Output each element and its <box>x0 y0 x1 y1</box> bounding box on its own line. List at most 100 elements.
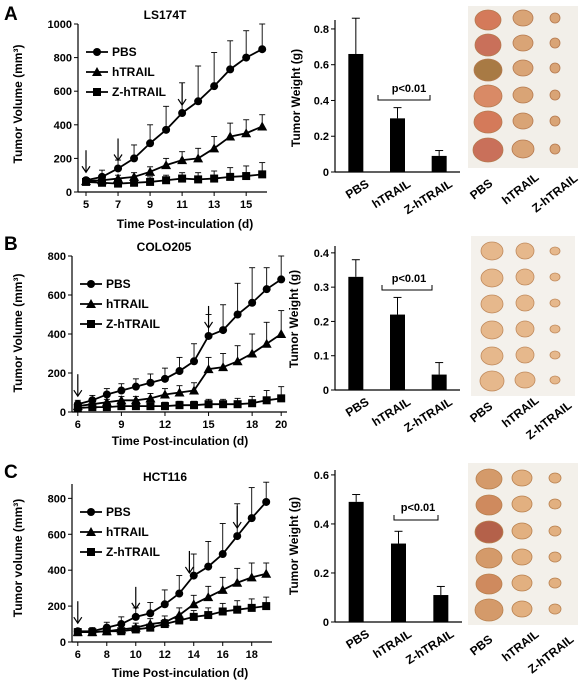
legend-b: PBS hTRAIL Z-hTRAIL <box>80 277 160 331</box>
y-tick-label-a-3: 600 <box>54 86 72 98</box>
legend-label-c-zhtrail: Z-hTRAIL <box>106 545 160 559</box>
photo-label-a-pbs: PBS <box>467 176 495 202</box>
y-tick-label-c-1: 200 <box>48 601 66 613</box>
treatment-arrow-head-c-3 <box>232 521 242 530</box>
point-c-zhtrail-6 <box>160 620 169 629</box>
point-c-pbs-12 <box>247 514 256 523</box>
point-c-htrail-8 <box>188 599 199 609</box>
point-b-htrail-7 <box>174 387 185 397</box>
x-tick-label-b-4: 18 <box>246 419 258 431</box>
y-tick-label-b-2: 400 <box>48 329 66 341</box>
bar-y-tick-label-a-4: 0.8 <box>314 24 329 36</box>
y-tick-label-b-4: 800 <box>48 251 66 263</box>
y-tick-label-a-2: 400 <box>54 120 72 132</box>
point-a-zhtrail-6 <box>178 174 187 183</box>
x-tick-label-c-0: 6 <box>75 649 81 661</box>
point-c-htrail-11 <box>232 577 243 587</box>
point-b-htrail-9 <box>203 364 214 374</box>
point-a-htrail-5 <box>161 160 172 170</box>
point-a-pbs-5 <box>162 125 171 134</box>
legend-marker-b-zhtrail <box>87 320 95 328</box>
panel-b: B COLO205 0 200 400 600 800 6 9 12 15 18 20 Time P… <box>4 234 575 448</box>
series-line-a-htrail <box>85 125 263 182</box>
x-tick-label-c-2: 10 <box>130 649 142 661</box>
point-a-htrail-11 <box>257 121 268 131</box>
point-b-zhtrail-11 <box>233 400 242 409</box>
point-a-htrail-6 <box>177 155 188 165</box>
bar-category-label-a-pbs: PBS <box>343 177 371 202</box>
bar-y-tick-label-a-3: 0.6 <box>314 60 329 72</box>
y-tick-label-a-0: 0 <box>66 187 72 199</box>
point-c-htrail-13 <box>261 568 272 578</box>
point-c-zhtrail-13 <box>262 602 271 611</box>
legend-marker-b-pbs <box>87 280 95 288</box>
point-a-zhtrail-7 <box>194 175 203 184</box>
point-b-zhtrail-8 <box>190 401 199 410</box>
point-c-zhtrail-10 <box>218 607 227 616</box>
y-tick-label-a-1: 200 <box>54 153 72 165</box>
point-b-zhtrail-0 <box>73 404 82 413</box>
point-a-htrail-7 <box>193 153 204 163</box>
point-b-pbs-4 <box>131 382 140 391</box>
point-c-zhtrail-0 <box>73 628 82 637</box>
bar-b-htrail <box>390 314 405 390</box>
x-axis-label-b: Time Post-inculation (d) <box>112 434 248 448</box>
point-b-pbs-5 <box>146 378 155 387</box>
x-tick-label-a-1: 7 <box>115 199 121 211</box>
point-b-zhtrail-9 <box>204 400 213 409</box>
pvalue-a: p<0.01 <box>392 83 427 95</box>
tumor-photo-b <box>471 236 575 396</box>
point-b-pbs-2 <box>102 390 111 399</box>
point-a-zhtrail-3 <box>130 178 139 187</box>
bar-y-tick-label-c-3: 0.6 <box>314 470 329 482</box>
x-tick-label-a-4: 13 <box>208 199 220 211</box>
point-a-pbs-9 <box>226 65 235 74</box>
x-axis-label-a: Time Post-inculation (d) <box>117 217 253 231</box>
point-b-pbs-8 <box>190 357 199 366</box>
point-b-htrail-4 <box>130 395 141 405</box>
bar-y-axis-label-a: Tumor Weight (g) <box>289 49 303 147</box>
point-c-zhtrail-5 <box>146 623 155 632</box>
treatment-arrow-head-c-2 <box>184 566 194 575</box>
photo-label-b-pbs: PBS <box>467 399 495 425</box>
point-c-zhtrail-2 <box>102 627 111 636</box>
y-tick-label-c-3: 600 <box>48 529 66 541</box>
bar-b-zhtrail <box>431 374 447 390</box>
point-a-zhtrail-0 <box>82 177 91 186</box>
bar-b-pbs <box>348 276 364 390</box>
point-b-htrail-11 <box>232 356 243 366</box>
point-c-pbs-7 <box>175 589 184 598</box>
y-tick-label-a-4: 800 <box>54 53 72 65</box>
point-a-pbs-4 <box>146 139 155 148</box>
point-b-pbs-10 <box>219 326 228 335</box>
panel-label-a: A <box>4 4 18 25</box>
legend-marker-c-pbs <box>87 508 95 516</box>
point-b-pbs-7 <box>175 367 184 376</box>
y-tick-label-c-4: 800 <box>48 493 66 505</box>
point-c-pbs-10 <box>218 550 227 559</box>
significance-bracket-a <box>377 95 431 101</box>
legend-label-b-htrail: hTRAIL <box>106 297 149 311</box>
bar-y-tick-label-c-1: 0.2 <box>314 568 329 580</box>
legend-label-b-pbs: PBS <box>106 277 131 291</box>
x-tick-label-b-0: 6 <box>75 419 81 431</box>
y-tick-label-a-5: 1000 <box>48 19 72 31</box>
point-a-zhtrail-10 <box>242 172 251 181</box>
point-b-zhtrail-6 <box>160 402 169 411</box>
x-tick-label-a-0: 5 <box>83 199 89 211</box>
bar-category-label-c-pbs: PBS <box>343 627 371 652</box>
treatment-arrow-head-c-1 <box>131 602 141 610</box>
point-a-zhtrail-2 <box>114 179 123 188</box>
bar-y-tick-label-b-4: 0.4 <box>314 248 330 260</box>
point-a-zhtrail-11 <box>258 170 267 179</box>
point-b-pbs-14 <box>277 275 286 284</box>
x-tick-label-b-5: 20 <box>275 419 287 431</box>
point-c-zhtrail-4 <box>131 625 140 634</box>
point-a-pbs-11 <box>258 45 267 54</box>
treatment-arrow-head-a-1 <box>113 154 123 162</box>
point-b-zhtrail-1 <box>88 403 97 412</box>
legend-label-a-zhtrail: Z-hTRAIL <box>112 85 166 99</box>
pvalue-c: p<0.01 <box>401 502 436 514</box>
